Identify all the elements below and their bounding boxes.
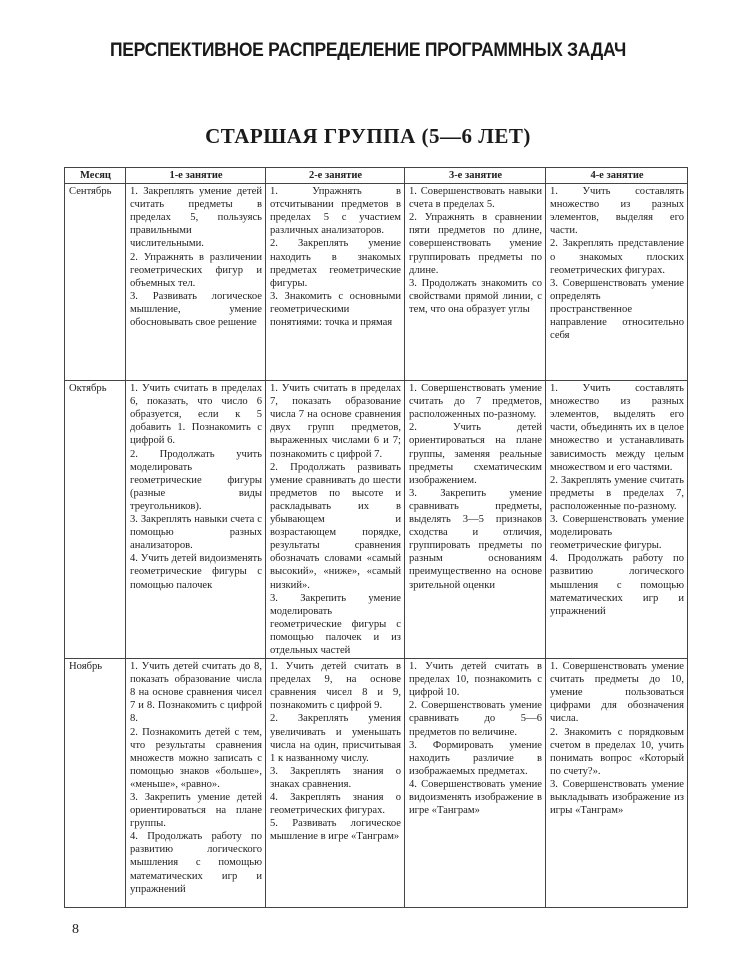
- task-item: 1. Совершенствовать умение считать до 7 …: [409, 383, 542, 421]
- lesson-4-cell: 1. Учить составлять множество из разных …: [545, 380, 688, 660]
- task-item: 2. Совершенствовать умение сравнивать до…: [409, 700, 542, 738]
- program-tasks-table: Месяц 1-е занятие 2-е занятие 3-е заняти…: [64, 166, 688, 909]
- task-item: 1. Учить считать в пределах 7, показать …: [270, 383, 401, 460]
- task-item: 2. Продолжать развивать умение сравниват…: [270, 461, 401, 591]
- task-item: 4. Закреплять знания о геометрических фи…: [270, 792, 401, 817]
- table-row: Сентябрь 1. Закреплять умение детей счита…: [64, 183, 688, 382]
- lesson-1-cell: 1. Учить считать в пределах 6, показать,…: [125, 380, 266, 660]
- task-item: 3. Закрепить умение сравнивать предметы,…: [409, 487, 542, 591]
- task-item: 1. Учить детей считать в пределах 10, по…: [409, 661, 542, 699]
- task-item: 2. Упражнять в сравнении пяти предметов …: [409, 212, 542, 276]
- month-cell: Октябрь: [64, 380, 126, 660]
- lesson-2-cell: 1. Учить считать в пределах 7, показать …: [265, 380, 405, 660]
- header-lesson-2: 2-е занятие: [265, 166, 405, 185]
- page-number: 8: [72, 922, 79, 937]
- task-item: 4. Совершенствовать умение видоизменять …: [409, 778, 542, 817]
- month-cell: Сентябрь: [64, 183, 126, 382]
- task-item: 2. Закреплять умения увеличивать и умень…: [270, 713, 401, 764]
- lesson-2-cell: 1. Учить детей считать в пределах 9, на …: [265, 658, 405, 909]
- task-item: 3. Совершенствовать умение определять пр…: [550, 277, 684, 342]
- task-item: 1. Учить детей считать до 8, показать об…: [130, 661, 262, 725]
- task-item: 1. Совершенствовать умение считать предм…: [550, 661, 684, 725]
- lesson-3-cell: 1. Совершенствовать умение считать до 7 …: [404, 380, 546, 660]
- task-item: 2. Продолжать учить моделировать геометр…: [130, 448, 262, 512]
- task-item: 3. Продолжать знакомить со свойствами пр…: [409, 277, 542, 315]
- table-header-row: Месяц 1-е занятие 2-е занятие 3-е заняти…: [64, 166, 688, 185]
- task-item: 3. Закрепить умение моделировать геометр…: [270, 592, 401, 656]
- lesson-1-cell: 1. Закреплять умение детей считать предм…: [125, 183, 266, 382]
- header-lesson-4: 4-е занятие: [545, 166, 688, 185]
- task-item: 2. Упражнять в различении геометрических…: [130, 251, 262, 289]
- task-item: 2. Познакомить детей с тем, что результа…: [130, 726, 262, 790]
- page-title: ПЕРСПЕКТИВНОЕ РАСПРЕДЕЛЕНИЕ ПРОГРАММНЫХ …: [109, 40, 627, 61]
- task-item: 3. Знакомить с основными геометрическими…: [270, 290, 401, 329]
- task-item: 1. Учить составлять множество из разных …: [550, 383, 684, 473]
- header-lesson-3: 3-е занятие: [404, 166, 546, 185]
- section-subtitle: СТАРШАЯ ГРУППА (5—6 ЛЕТ): [205, 124, 531, 148]
- header-month: Месяц: [64, 166, 126, 185]
- header-lesson-1: 1-е занятие: [125, 166, 266, 185]
- task-item: 1. Учить детей считать в пределах 9, на …: [270, 661, 401, 712]
- lesson-4-cell: 1. Совершенствовать умение считать предм…: [545, 658, 688, 909]
- task-item: 1. Совершенствовать навыки счета в преде…: [409, 186, 542, 211]
- task-item: 3. Развивать логическое мышление, умение…: [130, 290, 262, 329]
- task-item: 1. Учить составлять множество из разных …: [550, 186, 684, 237]
- task-item: 1. Учить считать в пределах 6, показать,…: [130, 383, 262, 447]
- month-cell: Ноябрь: [64, 658, 126, 909]
- task-item: 5. Развивать логическое мышление в игре …: [270, 818, 401, 843]
- task-item: 3. Формировать умение находить различие …: [409, 739, 542, 777]
- task-item: 4. Продолжать работу по развитию логичес…: [130, 831, 262, 895]
- lesson-1-cell: 1. Учить детей считать до 8, показать об…: [125, 658, 266, 909]
- table-row: Ноябрь 1. Учить детей считать до 8, показ…: [64, 658, 688, 909]
- task-item: 1. Упражнять в отсчитывании предметов в …: [270, 186, 401, 237]
- lesson-3-cell: 1. Учить детей считать в пределах 10, по…: [404, 658, 546, 909]
- lesson-4-cell: 1. Учить составлять множество из разных …: [545, 183, 688, 382]
- task-item: 3. Закрепить умение детей ориентироватьс…: [130, 792, 262, 830]
- task-item: 2. Закреплять умение находить в знакомых…: [270, 238, 401, 289]
- table-row: Октябрь 1. Учить считать в пределах 6, по…: [64, 380, 688, 660]
- task-item: 3. Совершенствовать умение выкладывать и…: [550, 778, 684, 817]
- task-item: 2. Закреплять умение считать предметы в …: [550, 474, 684, 512]
- task-item: 4. Продолжать работу по развитию логичес…: [550, 553, 684, 617]
- task-item: 3. Совершенствовать умение моделировать …: [550, 514, 684, 552]
- task-item: 4. Учить детей видоизменять геометрическ…: [130, 553, 262, 591]
- lesson-3-cell: 1. Совершенствовать навыки счета в преде…: [404, 183, 546, 382]
- task-item: 2. Знакомить с порядковым счетом в преде…: [550, 726, 684, 777]
- task-item: 2. Закреплять представление о знакомых п…: [550, 238, 684, 276]
- task-item: 3. Закреплять навыки счета с помощью раз…: [130, 514, 262, 552]
- task-item: 2. Учить детей ориентироваться на плане …: [409, 422, 542, 486]
- lesson-2-cell: 1. Упражнять в отсчитывании предметов в …: [265, 183, 405, 382]
- task-item: 1. Закреплять умение детей считать предм…: [130, 186, 262, 250]
- task-item: 3. Закреплять знания о знаках сравнения.: [270, 765, 401, 790]
